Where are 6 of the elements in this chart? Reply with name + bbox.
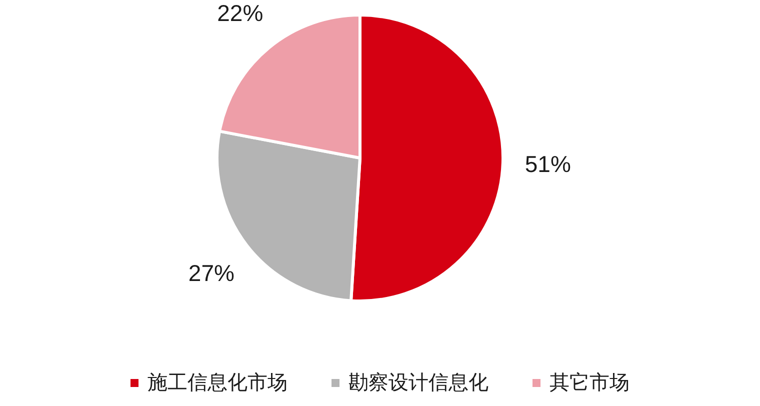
data-label: 27% [188,260,234,286]
data-label: 51% [524,150,571,177]
data-label: 22% [217,0,264,26]
legend-label: 勘察设计信息化 [348,372,488,394]
legend-label: 施工信息化市场 [148,372,288,394]
legend-label: 其它市场 [550,371,630,394]
